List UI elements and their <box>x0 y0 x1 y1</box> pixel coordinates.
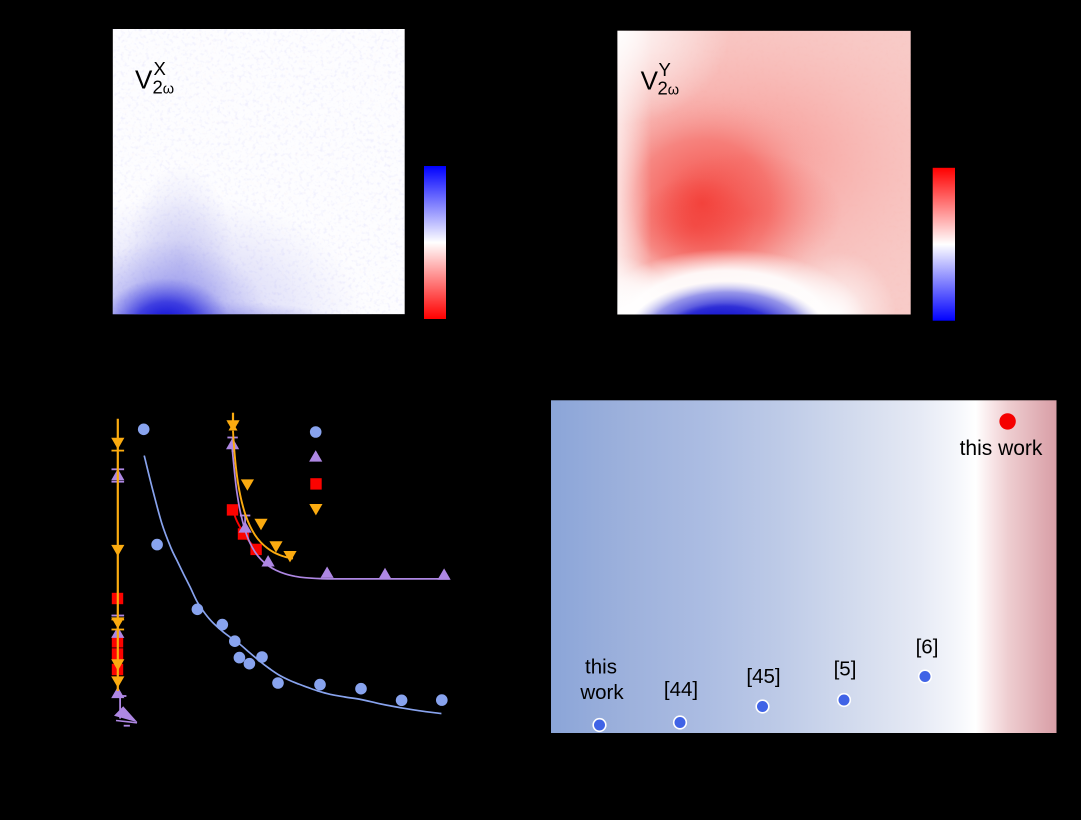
svg-text:2: 2 <box>153 77 163 98</box>
svg-text:this: this <box>585 656 617 679</box>
svg-text:ω: ω <box>163 82 174 98</box>
svg-text:V: V <box>641 66 659 96</box>
svg-text:V: V <box>135 65 153 95</box>
svg-text:[6]: [6] <box>916 636 939 659</box>
svg-text:[45]: [45] <box>746 665 780 688</box>
svg-text:[44]: [44] <box>664 678 698 701</box>
svg-text:Y: Y <box>659 59 671 80</box>
svg-text:ω: ω <box>668 83 679 99</box>
svg-text:[5]: [5] <box>834 658 857 681</box>
svg-text:this work: this work <box>960 437 1043 460</box>
svg-text:2: 2 <box>658 78 668 99</box>
svg-text:work: work <box>579 681 624 704</box>
svg-text:X: X <box>154 58 166 79</box>
